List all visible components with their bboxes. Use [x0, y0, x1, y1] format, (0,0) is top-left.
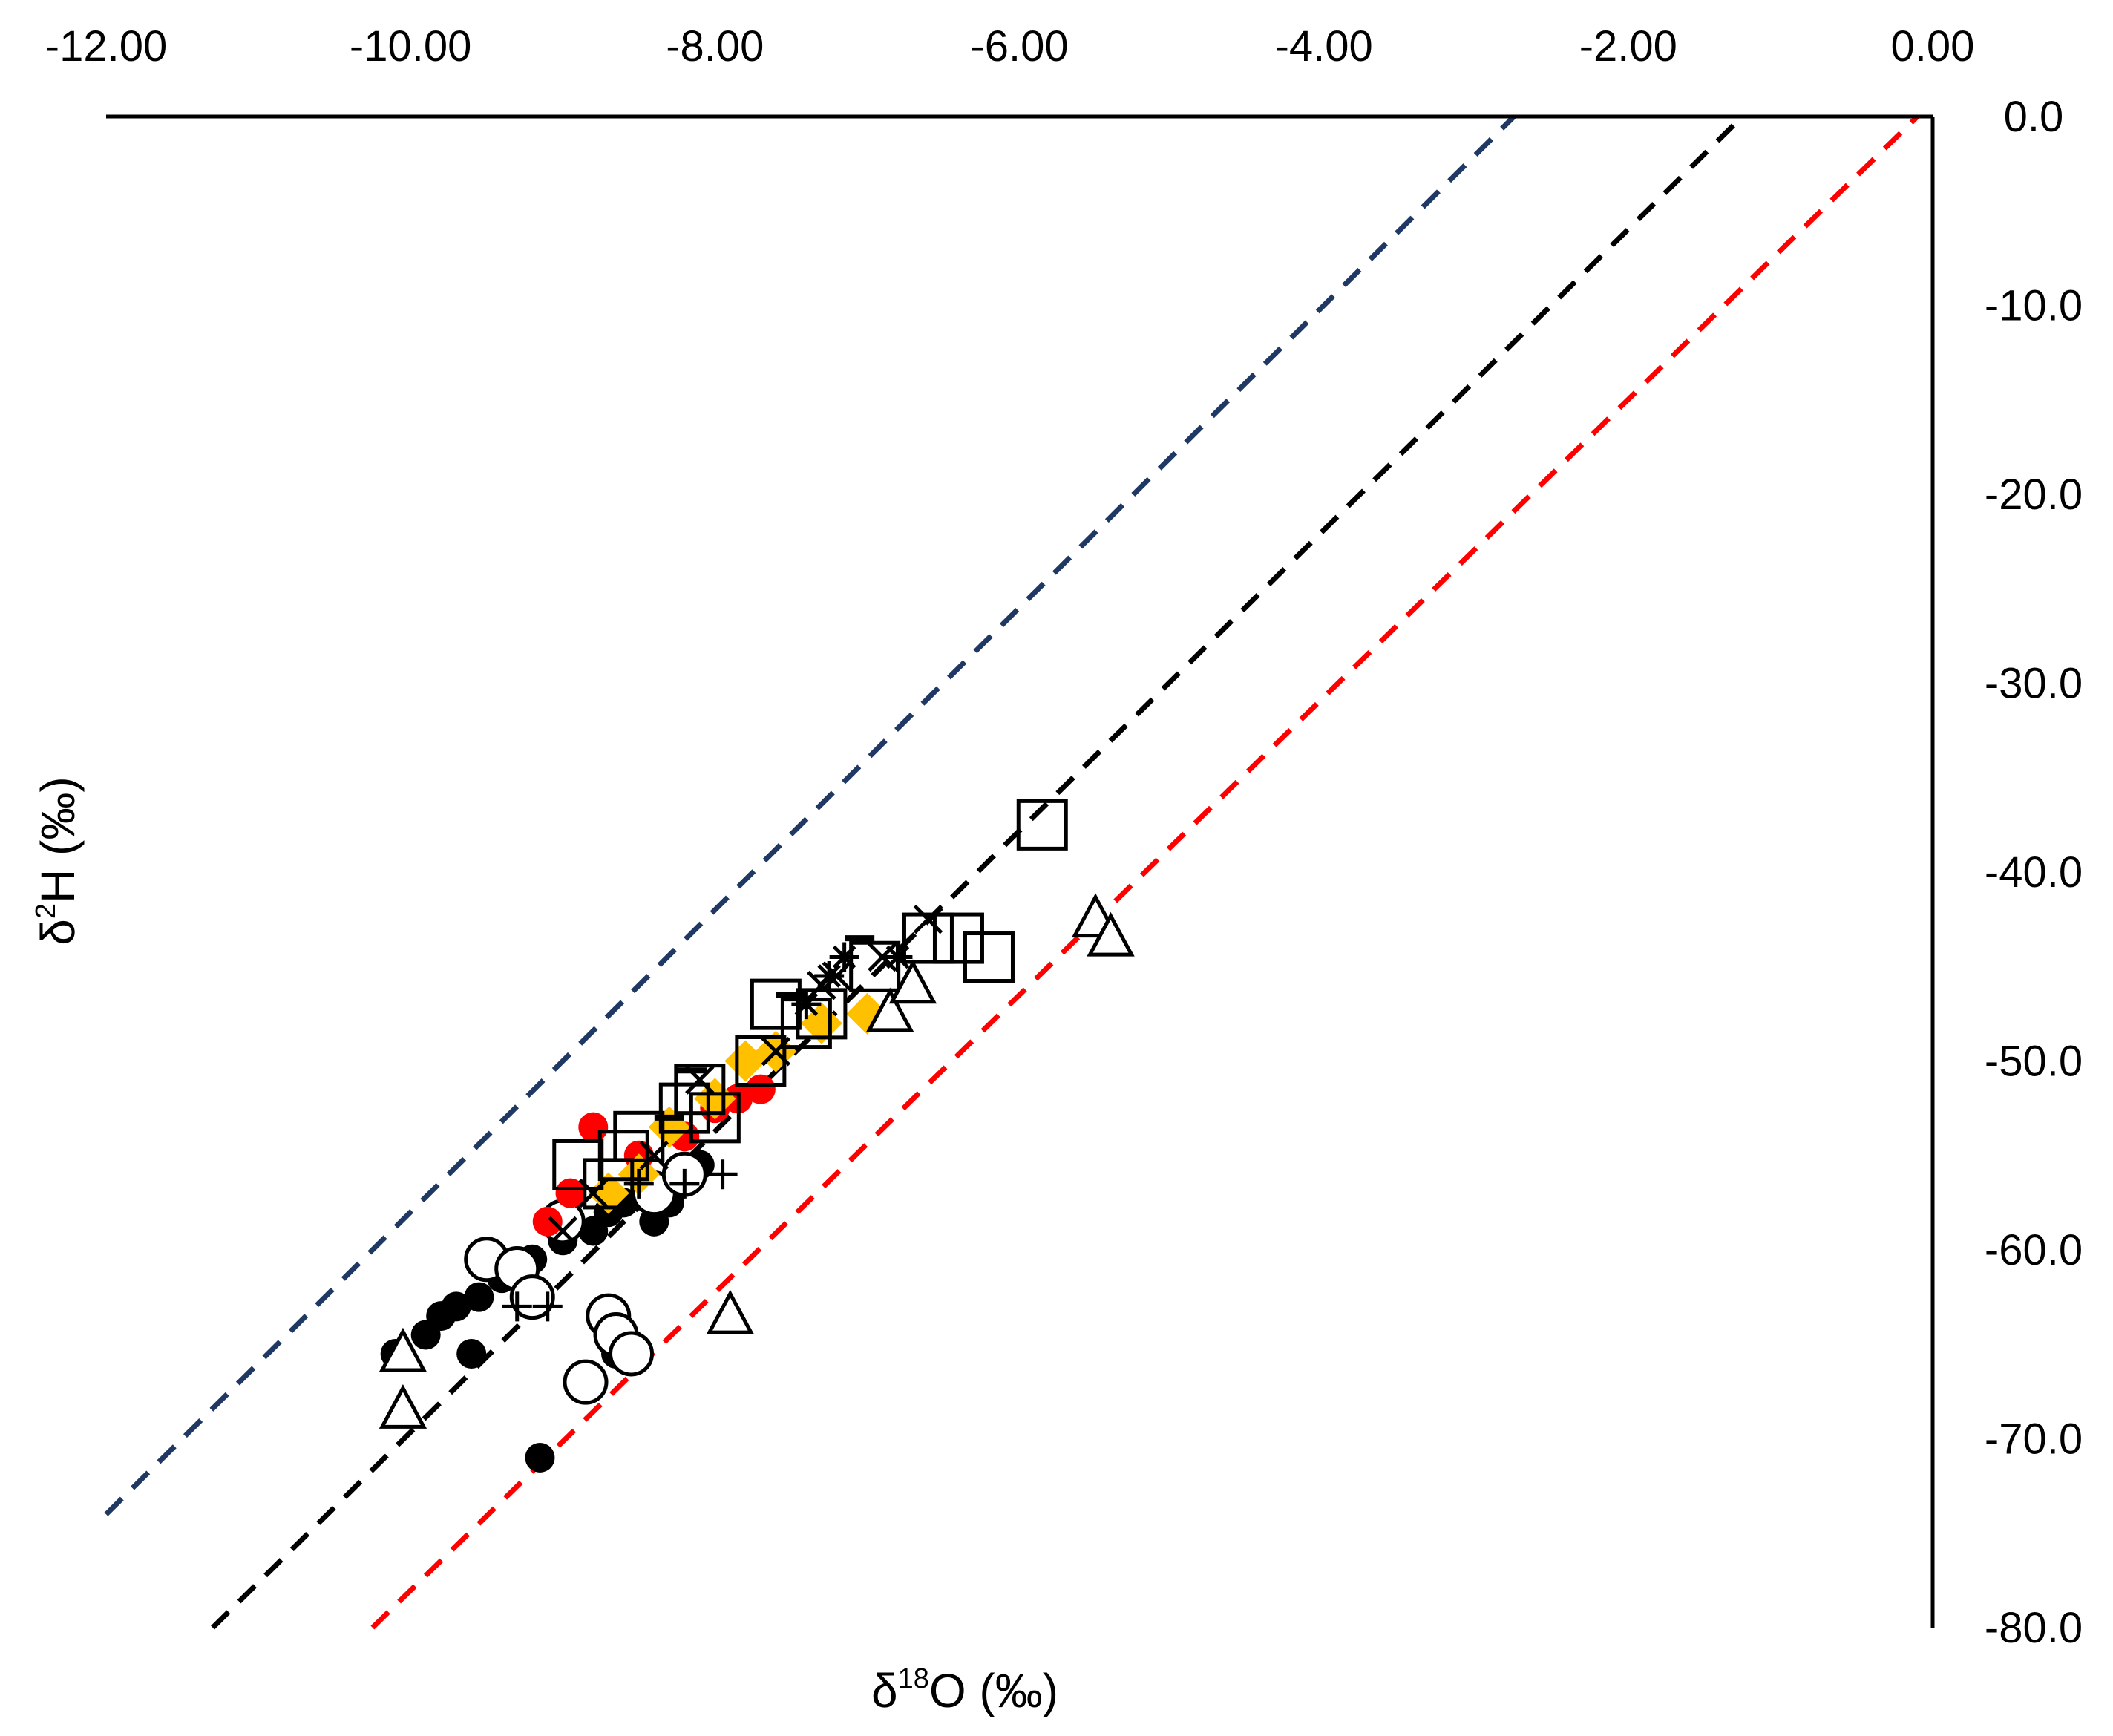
data-point [578, 1178, 609, 1208]
data-point [658, 1082, 710, 1134]
data-point [552, 1139, 604, 1190]
data-point [865, 987, 914, 1032]
data-point [902, 912, 954, 964]
y-tick-label: -50.0 [1985, 1038, 2083, 1086]
reference-line-2 [211, 114, 1745, 1630]
axes [106, 114, 1935, 1628]
data-point [639, 1140, 669, 1170]
data-point [532, 1206, 563, 1237]
data-point [623, 1168, 654, 1199]
y-tick-label: -40.0 [1985, 848, 2083, 897]
data-point [456, 1338, 487, 1369]
y-axis-title: δ2H (‰) [30, 776, 85, 945]
reference-lines [104, 114, 1919, 1630]
data-point [555, 1178, 586, 1208]
data-point [913, 904, 943, 934]
data-point [724, 1040, 767, 1082]
x-tick-label: 0.00 [1891, 22, 1975, 71]
y-tick-label: -60.0 [1985, 1226, 2083, 1274]
x-tick-label: -12.00 [45, 22, 167, 71]
data-point [882, 942, 913, 972]
x-tick-label: -6.00 [970, 22, 1068, 71]
data-point [932, 912, 984, 964]
data-point [694, 1078, 736, 1120]
data-point [609, 1331, 655, 1377]
y-tick-label: -80.0 [1985, 1604, 2083, 1652]
x-tick-label: -4.00 [1275, 22, 1373, 71]
data-point [464, 1282, 494, 1312]
x-tick-label: -10.00 [350, 22, 471, 71]
data-point [761, 1037, 791, 1067]
data-point [800, 1002, 842, 1044]
data-point [548, 1216, 578, 1246]
data-point [706, 1289, 755, 1334]
x-tick-label: -8.00 [666, 22, 764, 71]
reference-line-3 [370, 114, 1919, 1630]
data-point [674, 1064, 726, 1116]
data-point [441, 1291, 471, 1322]
data-point [669, 1168, 700, 1199]
data-point [707, 1159, 738, 1190]
y-tick-label: -20.0 [1985, 471, 2083, 519]
data-point [1016, 799, 1068, 851]
data-point [888, 959, 937, 1004]
data-point [379, 1327, 427, 1372]
reference-line-1 [104, 114, 1516, 1516]
data-point [502, 1291, 532, 1322]
data-point [532, 1291, 563, 1322]
data-point [587, 1172, 629, 1214]
data-point [613, 1110, 665, 1162]
y-tick-label: 0.0 [2004, 93, 2064, 141]
data-point [791, 989, 822, 1020]
data-points [379, 799, 1135, 1473]
data-point [814, 960, 845, 991]
data-point [829, 942, 859, 972]
x-tick-label: -2.00 [1579, 22, 1677, 71]
tick-labels: -12.00 -10.00 -8.00 -6.00 -4.00 -2.00 0.00 0.0 -… [45, 22, 2083, 1652]
x-axis-title: δ18O (‰) [871, 1663, 1058, 1717]
data-point [563, 1359, 609, 1405]
y-tick-label: -70.0 [1985, 1415, 2083, 1464]
data-point [525, 1442, 555, 1473]
data-point [963, 931, 1015, 983]
data-point [578, 1112, 609, 1142]
data-point [1087, 911, 1135, 957]
y-tick-label: -10.0 [1985, 282, 2083, 330]
y-tick-label: -30.0 [1985, 660, 2083, 708]
data-point [745, 1074, 776, 1104]
data-point [379, 1384, 427, 1429]
data-point [689, 1092, 741, 1144]
